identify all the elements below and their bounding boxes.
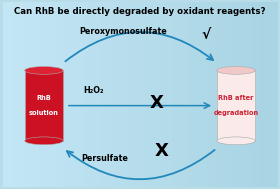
Text: degradation: degradation	[213, 110, 259, 116]
Bar	[217, 70, 255, 141]
Ellipse shape	[25, 67, 63, 74]
Ellipse shape	[217, 137, 255, 145]
Text: X: X	[155, 142, 169, 160]
Text: H₂O₂: H₂O₂	[83, 86, 104, 95]
Bar	[25, 70, 63, 141]
Ellipse shape	[217, 67, 255, 74]
Text: solution: solution	[29, 110, 59, 116]
Text: Peroxymonosulfate: Peroxymonosulfate	[80, 27, 167, 36]
Text: RhB after: RhB after	[218, 95, 254, 101]
Text: Can RhB be directly degraded by oxidant reagents?: Can RhB be directly degraded by oxidant …	[14, 7, 266, 16]
Text: X: X	[150, 94, 164, 112]
Text: √: √	[201, 28, 211, 42]
Ellipse shape	[25, 137, 63, 145]
Text: Persulfate: Persulfate	[81, 154, 128, 163]
Text: RhB: RhB	[37, 95, 51, 101]
